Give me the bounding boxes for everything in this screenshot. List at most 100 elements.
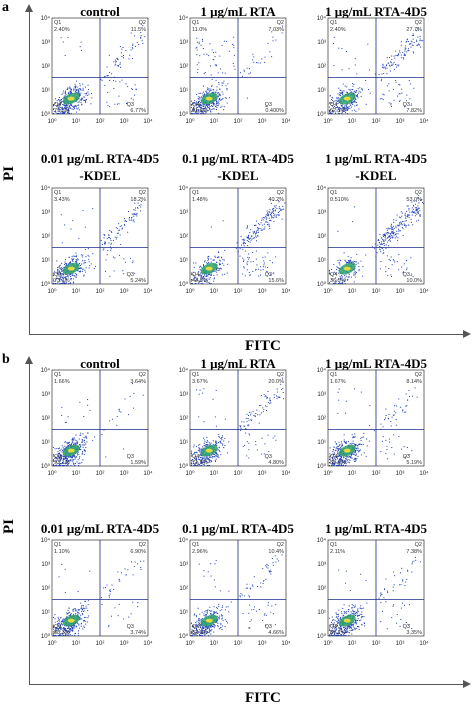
event-dot (197, 69, 199, 71)
event-dot (82, 254, 84, 256)
event-dot (221, 98, 223, 100)
event-dot (109, 589, 111, 591)
event-dot (340, 108, 342, 110)
event-dot (80, 608, 82, 610)
event-dot (58, 460, 60, 462)
event-dot (210, 563, 212, 565)
event-dot (65, 461, 67, 463)
event-dot (54, 613, 56, 615)
event-dot (411, 201, 413, 203)
event-dot (72, 220, 74, 222)
event-dot (392, 258, 394, 260)
event-dot (53, 635, 55, 637)
event-dot (353, 388, 355, 390)
event-dot (334, 461, 336, 463)
event-dot (199, 106, 201, 108)
event-dot (203, 461, 205, 463)
event-dot (419, 38, 421, 40)
event-dot (195, 110, 197, 112)
event-dot (58, 99, 60, 101)
event-dot (381, 247, 383, 249)
event-dot (134, 35, 136, 37)
event-dot (382, 64, 384, 66)
event-dot (345, 458, 347, 460)
event-dot (406, 100, 408, 102)
event-dot (191, 454, 193, 456)
event-dot (74, 464, 76, 466)
event-dot (58, 619, 60, 621)
event-dot (140, 37, 142, 39)
event-dot (346, 459, 348, 461)
event-dot (379, 245, 381, 247)
event-dot (355, 454, 357, 456)
panel-letter-b: b (2, 352, 10, 367)
event-dot (351, 89, 353, 91)
event-dot (215, 104, 217, 106)
event-dot (74, 87, 76, 89)
event-dot (336, 443, 338, 445)
event-dot (192, 278, 194, 280)
event-dot (77, 613, 79, 615)
event-dot (75, 90, 77, 92)
event-dot (213, 606, 215, 608)
event-dot (68, 110, 70, 112)
event-dot (397, 65, 399, 67)
event-dot (195, 462, 197, 464)
event-dot (217, 622, 219, 624)
event-dot (402, 579, 404, 581)
event-dot (85, 256, 87, 258)
event-dot (241, 421, 243, 423)
event-dot (206, 105, 208, 107)
event-dot (401, 215, 403, 217)
event-dot (337, 465, 339, 467)
event-dot (203, 104, 205, 106)
event-dot (60, 632, 62, 634)
event-dot (104, 243, 106, 245)
event-dot (341, 460, 343, 462)
event-dot (59, 271, 61, 273)
event-dot (356, 105, 358, 107)
q1-label: Q1 (54, 372, 61, 378)
event-dot (204, 274, 206, 276)
event-dot (409, 98, 411, 100)
event-dot (198, 617, 200, 619)
event-dot (58, 111, 60, 113)
event-dot (78, 271, 80, 273)
event-dot (52, 280, 54, 282)
event-dot (260, 227, 262, 229)
event-dot (205, 614, 207, 616)
event-dot (393, 414, 395, 416)
event-dot (401, 88, 403, 90)
event-dot (197, 607, 199, 609)
event-dot (341, 112, 343, 114)
event-dot (213, 612, 215, 614)
event-dot (196, 460, 198, 462)
event-dot (87, 254, 89, 256)
event-dot (274, 435, 276, 437)
event-dot (67, 463, 69, 465)
event-dot (220, 623, 222, 625)
y-tick-label: 10⁰ (179, 111, 189, 118)
q4-percent: 62.1% (330, 108, 346, 114)
event-dot (52, 460, 54, 462)
event-dot (59, 267, 61, 269)
q4-label: Q4 (192, 102, 199, 108)
event-dot (246, 240, 248, 242)
event-dot (124, 219, 126, 221)
event-dot (262, 619, 264, 621)
event-dot (337, 111, 339, 113)
event-dot (332, 42, 334, 44)
event-dot (275, 209, 277, 211)
event-dot (336, 464, 338, 466)
event-dot (406, 216, 408, 218)
event-dot (192, 102, 194, 104)
event-dot (61, 283, 63, 285)
event-dot (74, 273, 76, 275)
event-dot (202, 106, 204, 108)
event-dot (374, 243, 376, 245)
event-dot (206, 280, 208, 282)
event-dot (365, 438, 367, 440)
event-dot (215, 443, 217, 445)
plot-title-line1: 0.1 μg/mL RTA-4D5 (182, 151, 294, 166)
event-dot (202, 108, 204, 110)
